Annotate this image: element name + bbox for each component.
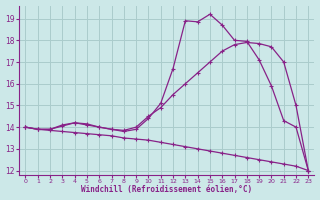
X-axis label: Windchill (Refroidissement éolien,°C): Windchill (Refroidissement éolien,°C) [81, 185, 252, 194]
